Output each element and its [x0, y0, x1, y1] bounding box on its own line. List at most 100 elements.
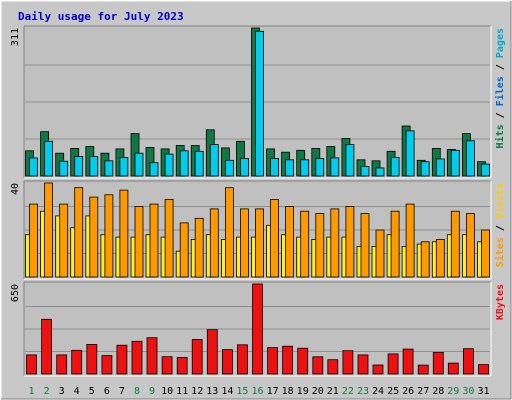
bar-kbytes-day-16	[252, 283, 263, 375]
bar-kbytes-day-7	[116, 344, 128, 375]
legend-separator: /	[495, 58, 506, 76]
bar-visits-day-3	[59, 203, 69, 278]
bar-files-day-31	[481, 163, 490, 177]
bar-files-day-6	[104, 160, 114, 177]
bar-files-day-8	[134, 152, 144, 177]
bar-visits-day-8	[134, 206, 144, 278]
bar-files-day-11	[179, 150, 189, 177]
day-label-19: 19	[297, 386, 309, 397]
bar-kbytes-day-15	[236, 344, 248, 375]
bar-visits-day-27	[420, 241, 430, 278]
day-label-16: 16	[251, 386, 263, 397]
bar-files-day-18	[285, 159, 295, 177]
day-label-22: 22	[342, 386, 354, 397]
series-visits	[29, 182, 490, 278]
bar-kbytes-day-17	[267, 347, 279, 375]
day-label-1: 1	[28, 386, 34, 397]
day-label-31: 31	[477, 386, 489, 397]
day-label-7: 7	[119, 386, 125, 397]
bar-visits-day-5	[89, 196, 99, 278]
day-label-15: 15	[236, 386, 248, 397]
series-kbytes	[26, 283, 489, 375]
bar-kbytes-day-11	[176, 356, 188, 375]
chart-panels: 311 Hits / Files / Pages 40 Sites / Visits 6…	[10, 25, 506, 377]
bar-visits-day-14	[224, 187, 234, 278]
legend-files: Files	[494, 76, 506, 106]
bar-kbytes-day-30	[462, 348, 474, 375]
bar-visits-day-13	[209, 208, 219, 278]
bar-kbytes-day-31	[478, 364, 489, 375]
bar-visits-day-7	[119, 189, 129, 278]
bar-visits-day-16	[255, 208, 264, 278]
bar-files-day-27	[420, 161, 430, 177]
bar-files-day-29	[450, 149, 460, 177]
bar-files-day-21	[330, 157, 340, 177]
bar-visits-day-18	[285, 206, 295, 278]
bar-files-day-7	[119, 156, 129, 177]
day-label-2: 2	[44, 386, 50, 397]
panel-2: 40 Sites / Visits	[10, 180, 506, 280]
bar-visits-day-10	[164, 198, 174, 278]
bar-kbytes-day-3	[56, 354, 68, 375]
axis-max-label: 40	[10, 183, 21, 195]
panel-legend: KBytes	[495, 284, 506, 320]
bar-kbytes-day-22	[342, 350, 354, 375]
bar-kbytes-day-18	[282, 345, 294, 375]
day-label-13: 13	[206, 386, 218, 397]
bar-files-day-20	[315, 157, 325, 177]
bar-visits-day-9	[149, 203, 159, 278]
day-label-27: 27	[417, 386, 429, 397]
bar-kbytes-day-24	[372, 364, 384, 375]
bar-files-day-13	[209, 144, 219, 177]
bar-kbytes-day-2	[41, 318, 52, 375]
bar-kbytes-day-8	[131, 340, 143, 375]
bar-files-day-2	[44, 140, 53, 177]
bar-kbytes-day-21	[327, 359, 339, 375]
legend-kbytes: KBytes	[495, 284, 506, 320]
day-label-14: 14	[221, 386, 233, 397]
bar-files-day-15	[239, 157, 249, 177]
bar-visits-day-23	[360, 213, 370, 278]
bar-visits-day-1	[29, 203, 38, 278]
bar-kbytes-day-4	[71, 349, 83, 375]
panel-1: 311 Hits / Files / Pages	[10, 25, 506, 179]
bar-visits-day-22	[345, 206, 355, 278]
bar-kbytes-day-28	[432, 351, 444, 375]
bar-files-day-22	[345, 144, 355, 177]
day-label-25: 25	[387, 386, 399, 397]
chart-title: Daily usage for July 2023	[18, 10, 184, 23]
day-label-17: 17	[267, 386, 279, 397]
axis-max-label: 650	[10, 284, 21, 302]
panel-legend: Hits / Files / Pages	[494, 28, 506, 148]
bar-kbytes-day-23	[357, 354, 369, 375]
bar-kbytes-day-9	[146, 337, 158, 375]
day-label-3: 3	[59, 386, 65, 397]
bar-files-day-1	[29, 157, 38, 177]
day-label-12: 12	[191, 386, 203, 397]
bar-kbytes-day-29	[447, 362, 459, 375]
bar-visits-day-6	[104, 194, 114, 278]
bar-files-day-4	[74, 156, 84, 177]
bar-files-day-17	[270, 157, 280, 177]
bar-kbytes-day-12	[191, 339, 203, 375]
day-label-24: 24	[372, 386, 384, 397]
bar-files-day-5	[89, 156, 99, 177]
legend-hits: Hits	[494, 124, 506, 148]
bar-files-day-9	[149, 162, 159, 177]
day-label-4: 4	[74, 386, 80, 397]
bar-visits-day-28	[435, 238, 445, 278]
legend-pages: Pages	[495, 28, 506, 58]
bar-files-day-10	[164, 153, 174, 177]
day-label-18: 18	[282, 386, 294, 397]
bar-kbytes-day-25	[387, 353, 399, 375]
bar-files-day-28	[435, 158, 445, 177]
bar-visits-day-15	[239, 208, 249, 278]
bar-visits-day-31	[481, 229, 490, 278]
bar-files-day-23	[360, 166, 370, 177]
bar-files-day-24	[375, 167, 385, 177]
bar-files-day-12	[194, 150, 204, 177]
day-label-20: 20	[312, 386, 324, 397]
day-label-28: 28	[432, 386, 444, 397]
day-label-10: 10	[161, 386, 173, 397]
